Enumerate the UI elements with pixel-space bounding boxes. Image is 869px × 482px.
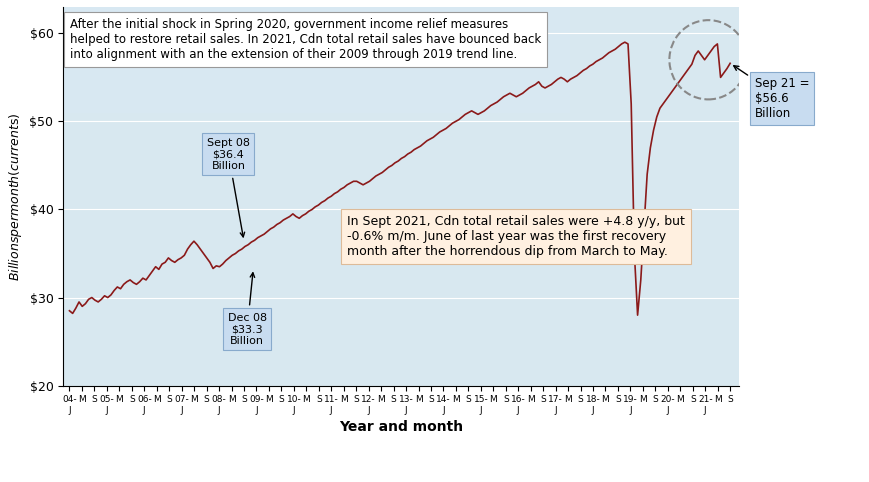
Text: Sept 08
$36.4
Billion: Sept 08 $36.4 Billion — [207, 137, 249, 237]
Y-axis label: $ Billions per month (current $s): $ Billions per month (current $s) — [7, 112, 24, 281]
Text: After the initial shock in Spring 2020, government income relief measures
helped: After the initial shock in Spring 2020, … — [70, 18, 541, 61]
Text: Dec 08
$33.3
Billion: Dec 08 $33.3 Billion — [228, 273, 267, 346]
X-axis label: Year and month: Year and month — [339, 420, 463, 434]
Text: In Sept 2021, Cdn total retail sales were +4.8 y/y, but
-0.6% m/m. June of last : In Sept 2021, Cdn total retail sales wer… — [347, 215, 685, 258]
Text: Sep 21 =
$56.6
Billion: Sep 21 = $56.6 Billion — [733, 66, 809, 120]
FancyBboxPatch shape — [63, 7, 570, 113]
